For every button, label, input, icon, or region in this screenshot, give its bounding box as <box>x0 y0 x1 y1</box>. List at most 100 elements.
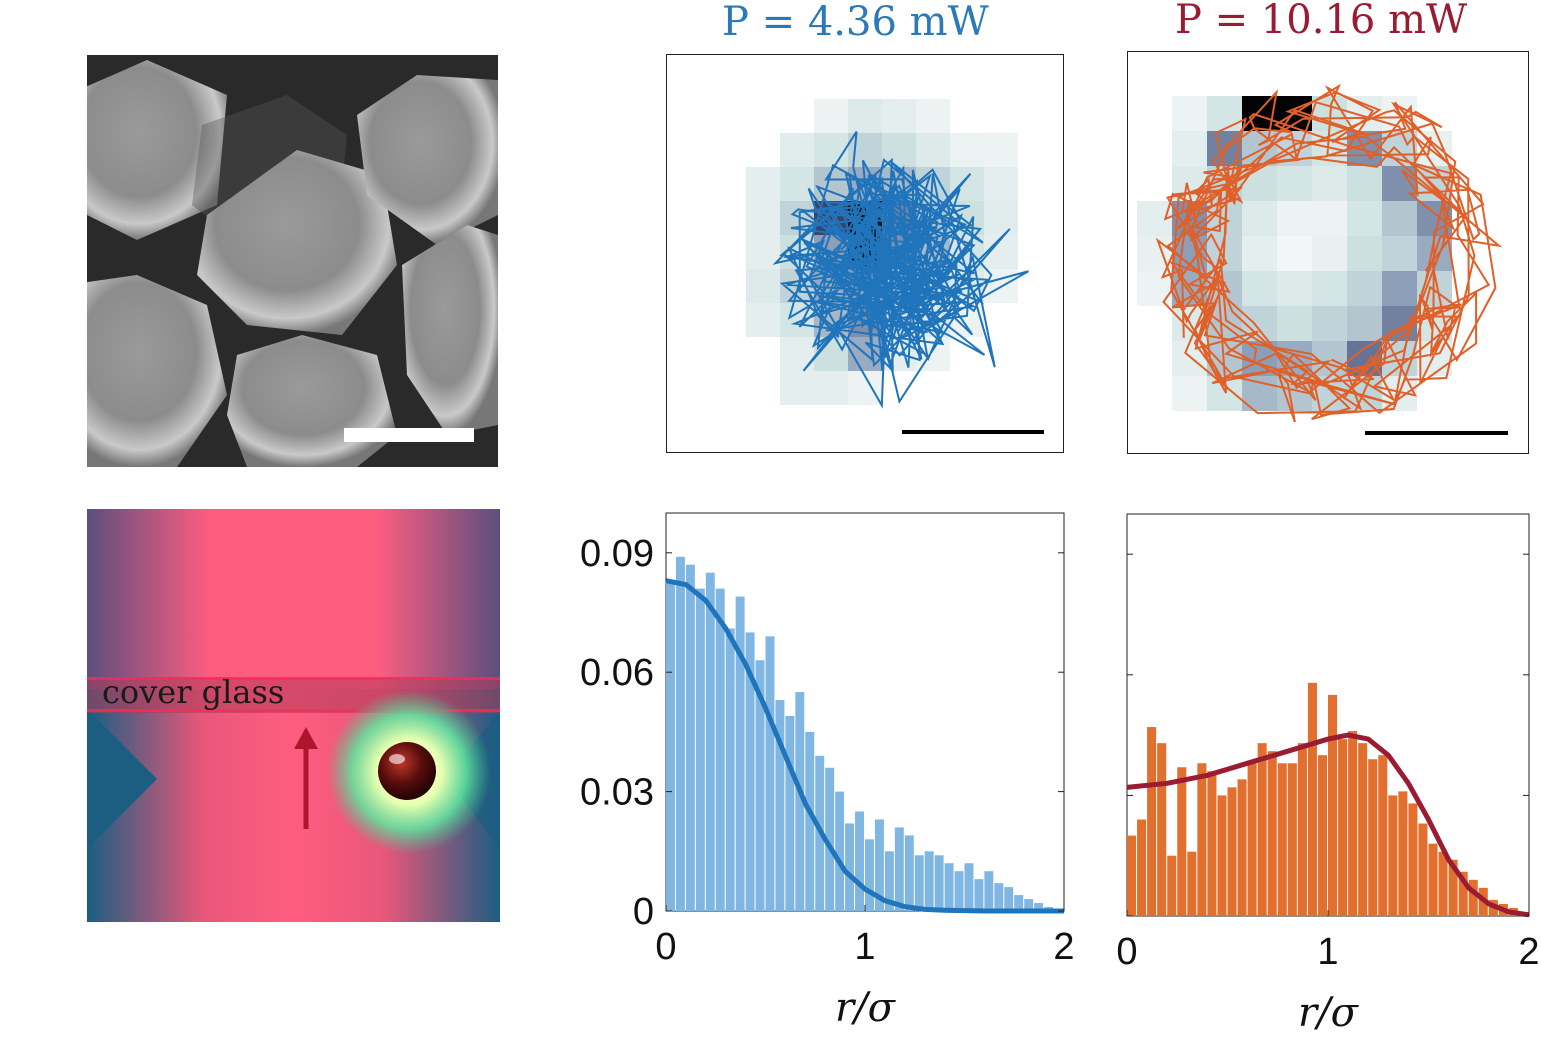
cover-glass-label: cover glass <box>102 673 284 711</box>
heatmap-cell <box>1172 131 1207 166</box>
histogram-bar <box>755 660 765 911</box>
heatmap-cell <box>746 167 780 201</box>
heatmap-cell <box>1312 271 1347 306</box>
histogram-bar <box>725 628 735 911</box>
histogram-bar <box>1297 743 1307 916</box>
histogram-bar <box>1307 682 1317 916</box>
histogram-bar <box>775 700 785 911</box>
heatmap-cell <box>984 133 1018 167</box>
histogram-bar <box>1257 743 1267 916</box>
heatmap-cell <box>814 371 848 405</box>
histogram-bar <box>904 835 914 911</box>
x-axis-label: r/σ <box>1298 990 1360 1036</box>
heatmap-cell <box>1242 236 1277 271</box>
fit-curve <box>665 578 1064 914</box>
histogram-bar <box>705 572 715 911</box>
scale-bar <box>344 428 474 442</box>
histogram-bar <box>1358 743 1368 916</box>
histogram-bar <box>1167 855 1177 916</box>
heatmap-cell <box>746 303 780 337</box>
histogram-bar <box>1388 795 1398 916</box>
histogram-bar <box>1277 763 1287 916</box>
heatmap-cell <box>984 201 1018 235</box>
heatmap-cell <box>1242 166 1277 201</box>
histogram-bar <box>1428 843 1438 916</box>
trajectory-line <box>772 131 1029 409</box>
fit-curve <box>1126 732 1530 918</box>
title-right: P = 10.16 mW <box>1175 0 1468 43</box>
histogram-bar <box>1034 903 1044 911</box>
heatmap-cell <box>1172 96 1207 131</box>
histogram-bar <box>825 767 835 911</box>
sem-image <box>87 55 498 467</box>
histogram-bar <box>795 692 805 911</box>
particle <box>378 742 436 800</box>
heatmap-cell <box>1347 306 1382 341</box>
histogram-bar <box>1348 731 1358 916</box>
heatmap-cell <box>1312 166 1347 201</box>
heatmap-cell <box>1277 201 1312 236</box>
trajectory-plot-right <box>1127 51 1529 454</box>
histogram-bar <box>845 823 855 911</box>
heatmap-cell <box>950 167 984 201</box>
histogram-bar <box>1217 795 1227 916</box>
histogram-bar <box>1157 743 1167 916</box>
histogram-bar <box>1237 779 1247 916</box>
histogram-bar <box>1004 887 1014 911</box>
heatmap-cell <box>916 133 950 167</box>
heatmap-cell <box>780 133 814 167</box>
trap-schematic: cover glass <box>87 509 500 922</box>
histogram-bar <box>994 883 1004 911</box>
histogram-bar <box>1328 694 1338 916</box>
heatmap-cell <box>1277 271 1312 306</box>
heatmap-cell <box>1382 201 1417 236</box>
histogram-bar <box>1247 763 1257 916</box>
histogram-bar <box>765 636 775 911</box>
histogram-bar <box>715 588 725 911</box>
histogram-bar <box>884 851 894 911</box>
histogram-bar <box>675 556 685 911</box>
histogram-bar <box>785 715 795 911</box>
heatmap-cell <box>1312 306 1347 341</box>
heatmap-cell <box>746 269 780 303</box>
heatmap-cell <box>1207 96 1242 131</box>
heatmap-cell <box>1277 306 1312 341</box>
histogram-bar <box>1438 851 1448 916</box>
histogram-bar <box>924 851 934 911</box>
heatmap-cell <box>814 133 848 167</box>
histogram-bar <box>685 564 695 911</box>
trajectory-plot-left <box>666 54 1064 453</box>
y-tick-label: 0.09 <box>580 533 654 575</box>
x-tick-label: 0 <box>655 926 676 968</box>
histogram-bar <box>666 580 675 911</box>
heatmap-cell <box>1277 236 1312 271</box>
heatmap-cell <box>848 99 882 133</box>
x-axis-label: r/σ <box>835 985 897 1031</box>
histogram-bar <box>835 791 845 911</box>
x-tick-label: 2 <box>1053 926 1074 968</box>
histogram-bar <box>855 811 864 911</box>
histogram-bar <box>745 632 755 911</box>
heatmap-cell <box>780 371 814 405</box>
heatmap-cell <box>1347 271 1382 306</box>
histogram-bar <box>1368 759 1378 916</box>
histogram-bar <box>1177 767 1187 916</box>
heatmap-cell <box>1312 201 1347 236</box>
histogram-bar <box>1458 871 1468 916</box>
histogram-bar <box>1338 739 1348 916</box>
y-tick-label: 0 <box>633 891 654 933</box>
histogram-bar <box>874 819 884 911</box>
histogram-bar <box>1408 803 1418 916</box>
scale-bar <box>902 430 1044 434</box>
histogram-bar <box>1378 755 1388 916</box>
heatmap-cell <box>1382 236 1417 271</box>
histogram-bar <box>865 839 874 911</box>
histogram-bar <box>954 871 964 911</box>
heatmap-cell <box>882 133 916 167</box>
trajectory-line <box>1155 83 1503 423</box>
scale-bar <box>1365 431 1508 435</box>
heatmap-cell <box>916 99 950 133</box>
heatmap-cell <box>1172 376 1207 411</box>
histogram-bar <box>1207 771 1217 916</box>
heatmap-cell <box>1242 96 1277 131</box>
